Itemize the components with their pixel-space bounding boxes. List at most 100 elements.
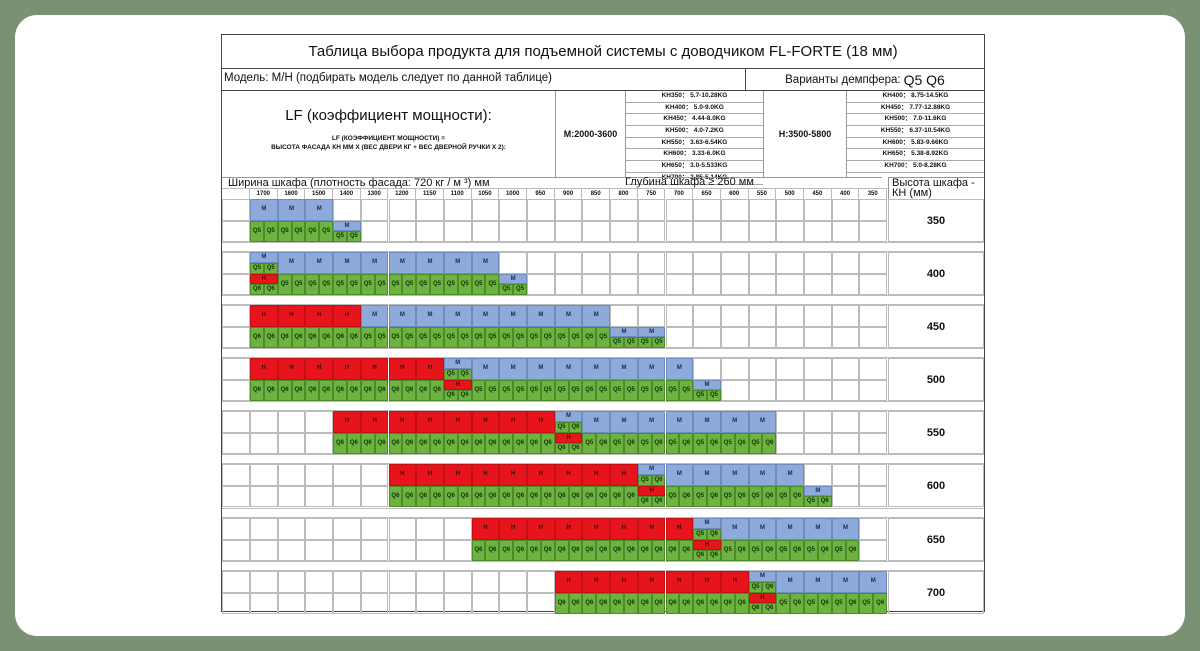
damper-q6: Q6 [582, 592, 597, 614]
blank-cell [222, 592, 250, 614]
blank-cell [554, 220, 583, 242]
damper-q6: Q6 [582, 485, 597, 507]
damper-q5: Q5 [305, 273, 320, 295]
damper-q6: Q6 [305, 379, 320, 401]
damper-q5: Q5 [277, 220, 292, 242]
model-m-cell: M [637, 464, 666, 475]
damper-q5: Q5 [277, 273, 292, 295]
damper-q6: Q6 [762, 432, 777, 454]
depth-label: Глубина шкафа ≥ 260 мм [625, 176, 754, 188]
damper-q5: Q5 [374, 273, 389, 295]
blank-cell [693, 273, 721, 295]
damper-q5: Q5 [637, 432, 652, 454]
lf-formula-1: LF (КОЭФФИЦИЕНТ МОЩНОСТИ) = [331, 135, 446, 142]
blank-cell [305, 411, 334, 433]
model-h-cell: H [305, 305, 334, 327]
blank-cell [582, 252, 611, 274]
damper-q5: Q5 [513, 284, 527, 295]
column-header-1150: 1150 [416, 188, 444, 199]
column-header-1400: 1400 [333, 188, 361, 199]
blank-cell [554, 199, 583, 221]
blank-cell [277, 539, 306, 561]
damper-q5: Q5 [748, 485, 763, 507]
damper-q6: Q6 [291, 326, 306, 348]
damper-q5: Q5 [319, 220, 334, 242]
damper-q5: Q5 [443, 368, 458, 380]
model-m-cell: M [720, 464, 749, 486]
blank-cell [333, 592, 361, 614]
model-m-cell: M [582, 358, 611, 380]
damper-q6: Q6 [527, 485, 541, 507]
model-h-cell: H [471, 464, 500, 486]
model-m-cell: M [804, 518, 832, 540]
blank-cell [859, 252, 888, 274]
blank-cell [776, 273, 804, 295]
row-gap [222, 348, 984, 358]
model-h-cell: H [637, 571, 666, 593]
damper-q6: Q6 [305, 326, 320, 348]
damper-q5: Q5 [333, 273, 347, 295]
blank-cell [665, 326, 694, 348]
damper-q6: Q6 [665, 592, 680, 614]
damper-q6: Q6 [693, 550, 708, 561]
damper-q6: Q6 [263, 379, 278, 401]
damper-q6: Q6 [637, 539, 652, 561]
blank-cell [222, 464, 250, 486]
model-m-cell: M [748, 571, 777, 582]
damper-q6: Q6 [402, 485, 417, 507]
blank-cell [776, 379, 804, 401]
blank-cell [776, 220, 804, 242]
model-h-cell: H [333, 305, 361, 327]
damper-q6: Q6 [374, 379, 389, 401]
blank-cell [831, 464, 860, 486]
blank-cell [859, 199, 888, 221]
blank-cell [720, 358, 749, 380]
model-h-cell: H [250, 358, 278, 380]
damper-q6: Q6 [554, 485, 569, 507]
model-m-cell: M [527, 358, 555, 380]
damper-q6: Q6 [527, 539, 541, 561]
blank-cell [527, 273, 555, 295]
blank-cell [333, 485, 361, 507]
blank-cell [831, 485, 860, 507]
weight-range-item: KH450： 7.77-12.88KG [847, 103, 984, 115]
damper-q5: Q5 [333, 231, 347, 242]
blank-cell [250, 464, 278, 486]
model-m-cell: M [333, 220, 361, 232]
blank-cell [499, 252, 527, 274]
weight-range-item: KH400： 8.75-14.5KG [847, 91, 984, 103]
model-m-cell: M [610, 326, 638, 338]
damper-q6: Q6 [513, 539, 527, 561]
blank-cell [720, 220, 749, 242]
damper-q6: Q6 [319, 379, 334, 401]
damper-q6: Q6 [582, 539, 597, 561]
blank-cell [859, 379, 888, 401]
blank-cell [748, 220, 777, 242]
damper-q6: Q6 [250, 326, 264, 348]
blank-cell [748, 199, 777, 221]
damper-q5: Q5 [263, 220, 278, 242]
model-m-cell: M [693, 379, 721, 391]
damper-q6: Q6 [651, 474, 666, 486]
lf-title: LF (коэффициент мощности): [285, 107, 492, 124]
damper-q6: Q6 [568, 443, 583, 454]
blank-cell [250, 411, 278, 433]
blank-cell [693, 358, 721, 380]
model-h-cell: H [582, 518, 611, 540]
blank-cell [277, 485, 306, 507]
damper-q6: Q6 [374, 432, 389, 454]
blank-cell [859, 326, 888, 348]
damper-q5: Q5 [374, 326, 389, 348]
row-gap [222, 508, 984, 518]
damper-q6: Q6 [651, 539, 666, 561]
blank-cell [748, 379, 777, 401]
blank-cell [859, 358, 888, 380]
model-m-cell: M [665, 464, 694, 486]
blank-cell [333, 199, 361, 221]
damper-q6: Q6 [762, 539, 777, 561]
blank-cell [222, 252, 250, 274]
damper-q6: Q6 [402, 432, 417, 454]
damper-q5: Q5 [720, 432, 735, 454]
blank-cell [859, 464, 888, 486]
blank-cell [222, 571, 250, 593]
